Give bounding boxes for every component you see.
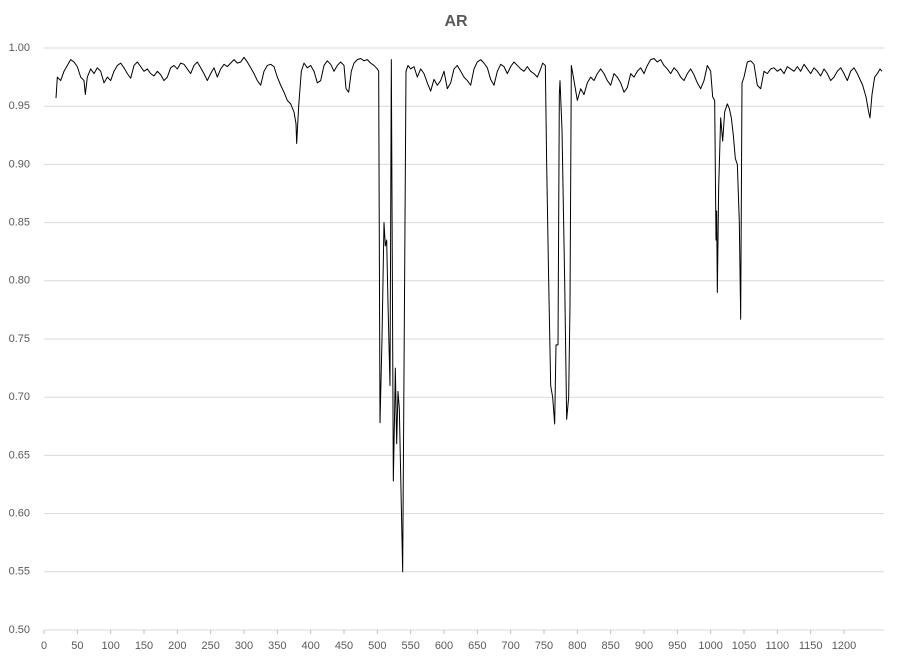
x-tick-label: 400 bbox=[301, 640, 319, 652]
x-tick-label: 1050 bbox=[732, 640, 756, 652]
x-tick-label: 300 bbox=[235, 640, 253, 652]
x-tick-label: 450 bbox=[335, 640, 353, 652]
y-tick-label: 0.75 bbox=[9, 333, 30, 345]
x-tick-label: 1150 bbox=[799, 640, 823, 652]
y-tick-label: 0.55 bbox=[9, 566, 30, 578]
x-tick-label: 600 bbox=[435, 640, 453, 652]
x-tick-label: 950 bbox=[668, 640, 686, 652]
y-tick-label: 0.60 bbox=[9, 508, 30, 520]
x-tick-label: 1200 bbox=[832, 640, 856, 652]
y-tick-label: 0.90 bbox=[9, 158, 30, 170]
x-tick-label: 750 bbox=[535, 640, 553, 652]
x-tick-label: 500 bbox=[368, 640, 386, 652]
x-tick-label: 150 bbox=[135, 640, 153, 652]
y-tick-label: 0.80 bbox=[9, 275, 30, 287]
x-tick-label: 1100 bbox=[766, 640, 790, 652]
x-tick-label: 200 bbox=[168, 640, 186, 652]
x-tick-label: 550 bbox=[401, 640, 419, 652]
y-tick-label: 0.50 bbox=[9, 624, 30, 636]
x-tick-label: 0 bbox=[41, 640, 47, 652]
x-tick-label: 800 bbox=[568, 640, 586, 652]
x-tick-label: 900 bbox=[635, 640, 653, 652]
y-tick-label: 0.95 bbox=[9, 100, 30, 112]
x-tick-label: 1000 bbox=[698, 640, 722, 652]
y-tick-label: 0.65 bbox=[9, 449, 30, 461]
data-line bbox=[55, 56, 883, 573]
x-tick-label: 50 bbox=[71, 640, 83, 652]
x-tick-label: 250 bbox=[201, 640, 219, 652]
y-tick-label: 0.70 bbox=[9, 391, 30, 403]
x-tick-label: 650 bbox=[468, 640, 486, 652]
chart-title: AR bbox=[444, 13, 468, 30]
x-tick-label: 100 bbox=[101, 640, 119, 652]
x-tick-label: 350 bbox=[268, 640, 286, 652]
y-tick-label: 0.85 bbox=[9, 217, 30, 229]
y-tick-label: 1.00 bbox=[9, 42, 30, 54]
x-tick-label: 700 bbox=[501, 640, 519, 652]
x-tick-label: 850 bbox=[601, 640, 619, 652]
